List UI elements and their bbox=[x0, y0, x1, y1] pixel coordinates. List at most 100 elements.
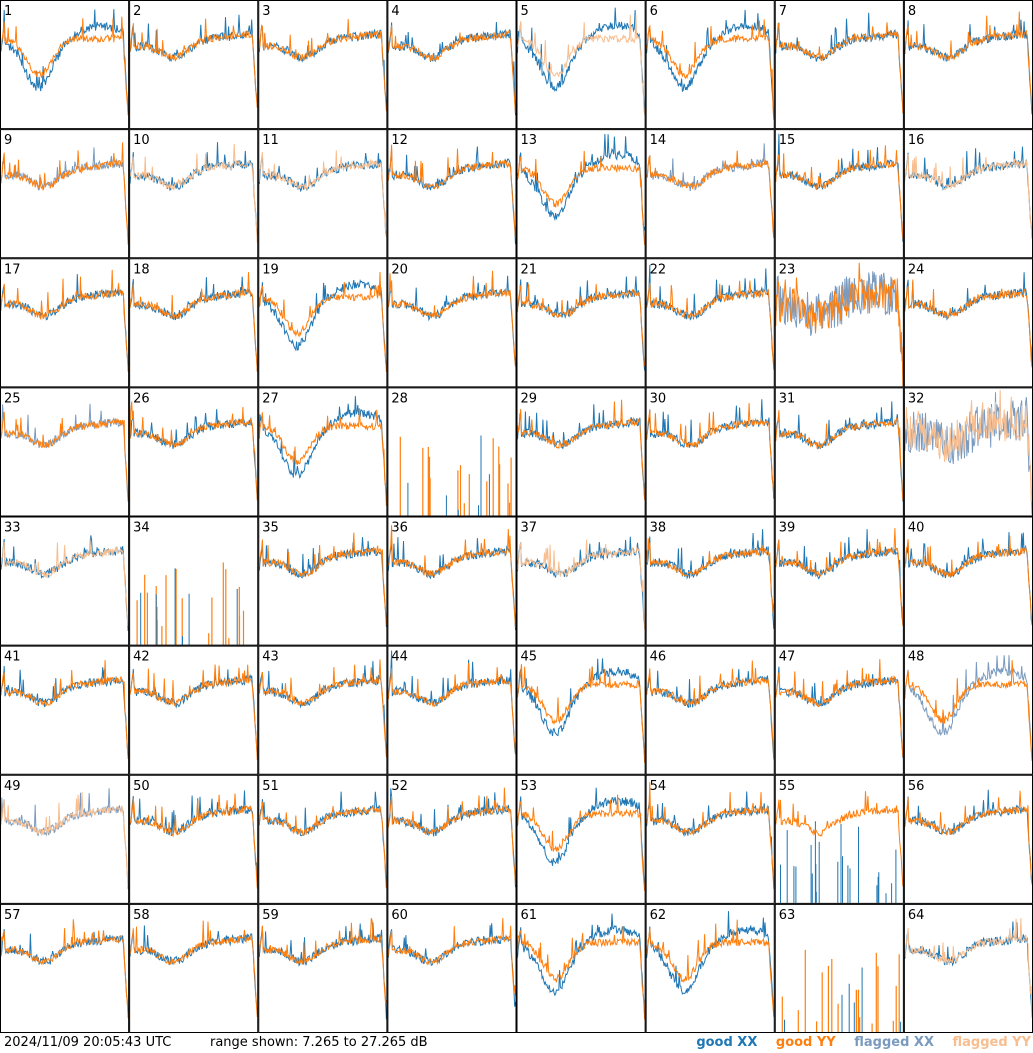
panel-border bbox=[129, 129, 259, 259]
series-yy-45 bbox=[517, 664, 646, 763]
series-yy-34 bbox=[136, 562, 245, 645]
panel-label: 55 bbox=[779, 779, 796, 794]
panel-21: 21 bbox=[516, 258, 646, 388]
series-xx-45 bbox=[517, 658, 646, 755]
panel-border bbox=[0, 645, 130, 775]
series-yy-51 bbox=[258, 801, 387, 889]
panel-label: 38 bbox=[650, 521, 667, 536]
panel-border bbox=[903, 0, 1033, 130]
panel-52: 52 bbox=[387, 774, 517, 904]
series-xx-3 bbox=[258, 24, 387, 107]
panel-29: 29 bbox=[516, 387, 646, 517]
panel-45: 45 bbox=[516, 645, 646, 775]
panel-label: 46 bbox=[650, 650, 667, 665]
panel-border bbox=[129, 645, 259, 775]
panel-border bbox=[903, 516, 1033, 646]
panel-border bbox=[903, 129, 1033, 259]
panel-30: 30 bbox=[645, 387, 775, 517]
panel-44: 44 bbox=[387, 645, 517, 775]
panel-58: 58 bbox=[129, 903, 259, 1033]
panel-label: 36 bbox=[391, 521, 408, 536]
panel-border bbox=[258, 258, 388, 388]
series-yy-39 bbox=[775, 528, 904, 627]
panel-label: 5 bbox=[521, 4, 529, 19]
panel-border bbox=[516, 645, 646, 775]
panel-border bbox=[258, 903, 388, 1033]
panel-border bbox=[387, 774, 517, 904]
series-yy-33 bbox=[0, 539, 129, 626]
panel-border bbox=[258, 0, 388, 130]
range-text: range shown: 7.265 to 27.265 dB bbox=[210, 1035, 428, 1050]
panel-label: 2 bbox=[133, 4, 141, 19]
panel-label: 64 bbox=[908, 908, 925, 923]
series-yy-43 bbox=[258, 659, 387, 758]
series-xx-1 bbox=[0, 9, 129, 115]
panel-border bbox=[516, 903, 646, 1033]
panel-label: 43 bbox=[262, 650, 279, 665]
panel-border bbox=[774, 0, 904, 130]
panel-24: 24 bbox=[903, 258, 1033, 388]
series-yy-37 bbox=[517, 539, 646, 630]
series-xx-49 bbox=[0, 788, 129, 890]
series-xx-54 bbox=[646, 791, 775, 886]
series-yy-3 bbox=[258, 19, 387, 112]
series-yy-11 bbox=[258, 150, 387, 238]
panel-border bbox=[645, 516, 775, 646]
series-xx-39 bbox=[775, 529, 904, 625]
series-xx-56 bbox=[904, 789, 1033, 884]
series-xx-22 bbox=[646, 264, 775, 366]
panel-border bbox=[774, 129, 904, 259]
panel-14: 14 bbox=[645, 129, 775, 259]
panel-label: 18 bbox=[133, 262, 150, 277]
series-yy-15 bbox=[775, 145, 904, 240]
panel-32: 32 bbox=[903, 387, 1033, 517]
panel-border bbox=[903, 645, 1033, 775]
series-xx-4 bbox=[387, 21, 516, 116]
panel-label: 39 bbox=[779, 521, 796, 536]
series-yy-30 bbox=[646, 403, 775, 497]
panel-61: 61 bbox=[516, 903, 646, 1033]
panel-border bbox=[0, 903, 130, 1033]
panel-border bbox=[258, 387, 388, 517]
series-yy-32 bbox=[904, 389, 1033, 503]
panel-25: 25 bbox=[0, 387, 130, 517]
panel-label: 45 bbox=[521, 650, 538, 665]
series-xx-64 bbox=[904, 921, 1033, 1018]
panel-label: 11 bbox=[262, 133, 279, 148]
panel-border bbox=[0, 516, 130, 646]
series-xx-50 bbox=[129, 790, 258, 887]
panel-12: 12 bbox=[387, 129, 517, 259]
series-yy-62 bbox=[646, 919, 775, 1018]
series-xx-34 bbox=[140, 568, 238, 645]
panel-5: 5 bbox=[516, 0, 646, 130]
panel-border bbox=[774, 387, 904, 517]
panel-border bbox=[0, 129, 130, 259]
panel-label: 59 bbox=[262, 908, 279, 923]
series-xx-43 bbox=[258, 661, 387, 754]
panel-border bbox=[258, 129, 388, 259]
panel-49: 49 bbox=[0, 774, 130, 904]
panel-35: 35 bbox=[258, 516, 388, 646]
panel-border bbox=[774, 258, 904, 388]
panel-15: 15 bbox=[774, 129, 904, 259]
series-xx-59 bbox=[258, 922, 387, 1020]
series-yy-21 bbox=[517, 284, 646, 367]
series-yy-61 bbox=[517, 926, 646, 1020]
series-xx-10 bbox=[129, 142, 258, 237]
series-xx-16 bbox=[904, 146, 1033, 239]
series-xx-24 bbox=[904, 272, 1033, 367]
panel-47: 47 bbox=[774, 645, 904, 775]
panel-label: 17 bbox=[4, 262, 21, 277]
series-xx-41 bbox=[0, 665, 129, 758]
panel-17: 17 bbox=[0, 258, 130, 388]
series-yy-47 bbox=[775, 659, 904, 758]
panel-border bbox=[645, 129, 775, 259]
panel-4: 4 bbox=[387, 0, 517, 130]
panel-border bbox=[387, 387, 517, 517]
panel-border bbox=[387, 645, 517, 775]
panel-border bbox=[774, 645, 904, 775]
panel-62: 62 bbox=[645, 903, 775, 1033]
panel-border bbox=[516, 516, 646, 646]
panel-label: 34 bbox=[133, 521, 150, 536]
footer: 2024/11/09 20:05:43 UTC range shown: 7.2… bbox=[0, 1033, 1033, 1053]
